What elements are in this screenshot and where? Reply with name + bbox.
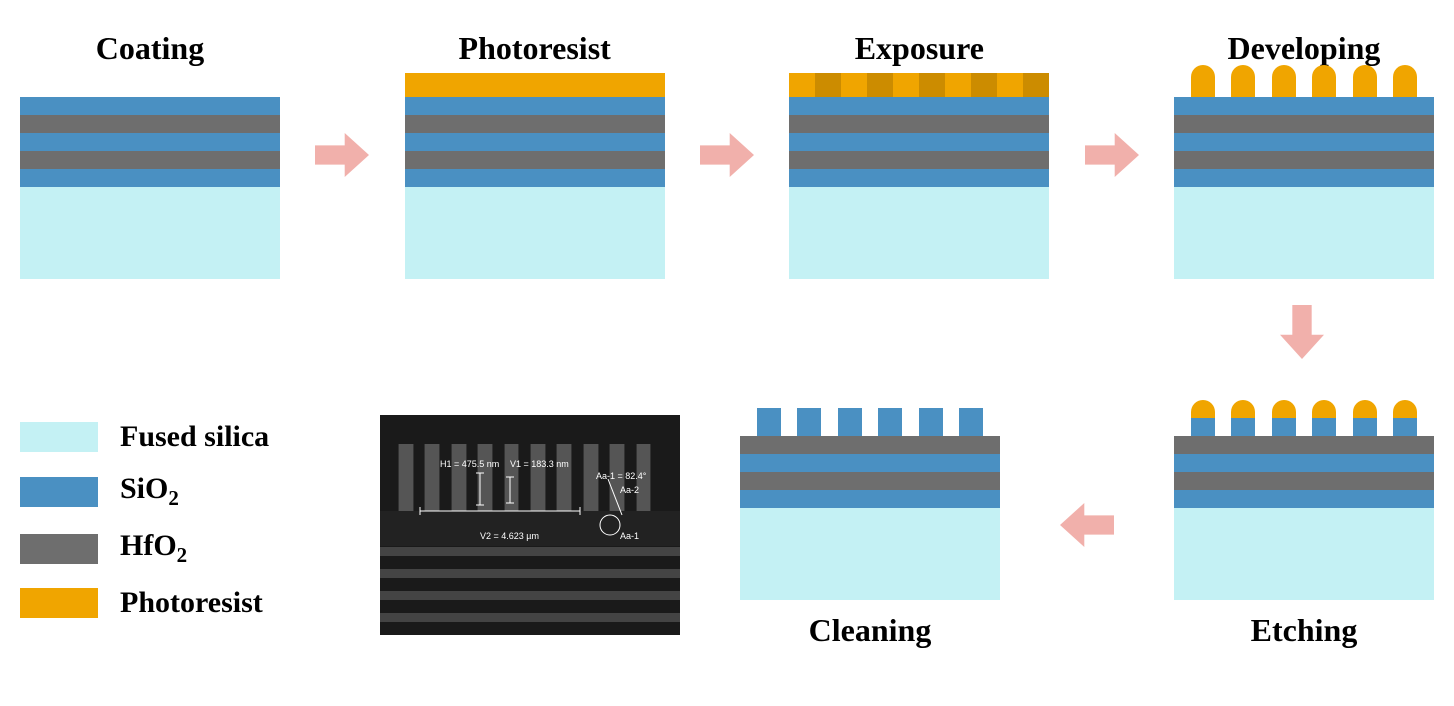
step-cleaning: Cleaning <box>740 400 1000 649</box>
process-row-bottom: H1 = 475.5 nmV1 = 183.3 nmAa-1 = 82.4°Aa… <box>380 400 1434 649</box>
step-coating: Coating <box>20 30 280 279</box>
step-photoresist: Photoresist <box>405 30 665 279</box>
legend-hfo2: HfO2 <box>20 529 269 568</box>
step-title-developing: Developing <box>1228 30 1381 67</box>
arrow-etching-to-cleaning <box>1060 503 1114 547</box>
process-row-top: Coating Photoresist Exposure Developing <box>20 30 1434 279</box>
panel-developing <box>1174 79 1434 279</box>
sem-image: H1 = 475.5 nmV1 = 183.3 nmAa-1 = 82.4°Aa… <box>380 415 680 635</box>
arrow-coating-to-photoresist <box>315 133 369 177</box>
swatch-sio2 <box>20 477 98 507</box>
step-title-etching: Etching <box>1251 612 1358 649</box>
swatch-photoresist <box>20 588 98 618</box>
legend-fused-silica: Fused silica <box>20 420 269 454</box>
legend: Fused silica SiO2 HfO2 Photoresist <box>20 420 269 638</box>
step-title-cleaning: Cleaning <box>809 612 932 649</box>
swatch-fused-silica <box>20 422 98 452</box>
arrow-exposure-to-developing <box>1085 133 1139 177</box>
arrow-developing-to-etching <box>1280 305 1324 364</box>
panel-etching <box>1174 400 1434 600</box>
step-title-exposure: Exposure <box>855 30 984 67</box>
arrow-photoresist-to-exposure <box>700 133 754 177</box>
legend-sio2: SiO2 <box>20 472 269 511</box>
legend-label-sio2: SiO2 <box>120 472 179 511</box>
legend-label-hfo2: HfO2 <box>120 529 187 568</box>
step-title-photoresist: Photoresist <box>459 30 611 67</box>
legend-label-fused-silica: Fused silica <box>120 420 269 454</box>
panel-coating <box>20 79 280 279</box>
step-title-coating: Coating <box>96 30 204 67</box>
panel-exposure <box>789 79 1049 279</box>
step-developing: Developing <box>1174 30 1434 279</box>
step-exposure: Exposure <box>789 30 1049 279</box>
panel-photoresist <box>405 79 665 279</box>
sem-micrograph: H1 = 475.5 nmV1 = 183.3 nmAa-1 = 82.4°Aa… <box>380 415 680 635</box>
swatch-hfo2 <box>20 534 98 564</box>
panel-cleaning <box>740 400 1000 600</box>
step-etching: Etching <box>1174 400 1434 649</box>
legend-label-photoresist: Photoresist <box>120 586 263 620</box>
legend-photoresist: Photoresist <box>20 586 269 620</box>
